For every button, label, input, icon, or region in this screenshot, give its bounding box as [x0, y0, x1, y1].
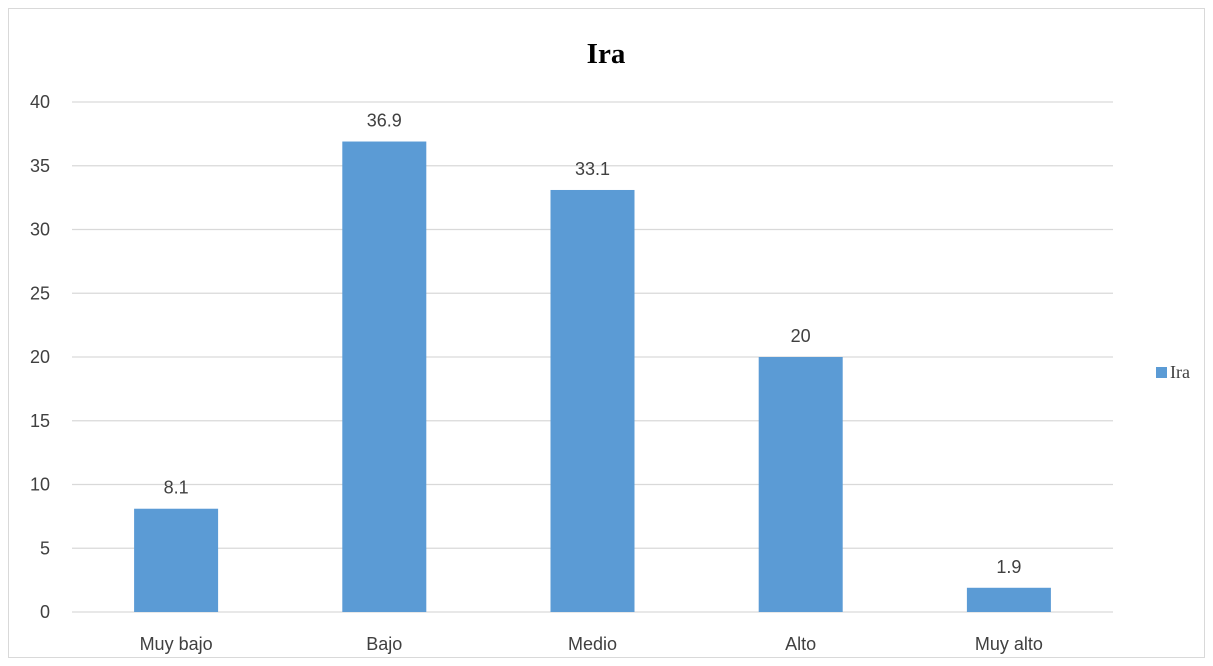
- data-label: 20: [791, 326, 811, 346]
- bars: [134, 141, 1051, 612]
- bar: [550, 189, 635, 612]
- bar: [966, 587, 1051, 612]
- bar: [134, 508, 219, 612]
- y-tick-label: 5: [40, 538, 50, 558]
- data-label: 8.1: [164, 478, 189, 498]
- y-tick-label: 15: [30, 411, 50, 431]
- x-tick-label: Muy bajo: [140, 634, 213, 654]
- y-tick-label: 40: [30, 92, 50, 112]
- bar: [758, 357, 843, 612]
- x-tick-label: Alto: [785, 634, 816, 654]
- y-axis-ticks: 0 5 10 15 20 25 30 35 40: [30, 92, 50, 622]
- y-tick-label: 20: [30, 347, 50, 367]
- legend-swatch: [1156, 367, 1167, 378]
- x-tick-label: Bajo: [366, 634, 402, 654]
- data-label: 33.1: [575, 159, 610, 179]
- data-label: 36.9: [367, 111, 402, 131]
- y-tick-label: 25: [30, 283, 50, 303]
- x-tick-label: Muy alto: [975, 634, 1043, 654]
- y-tick-label: 0: [40, 602, 50, 622]
- chart-title: Ira: [587, 38, 626, 70]
- y-tick-label: 30: [30, 220, 50, 240]
- data-label: 1.9: [996, 557, 1021, 577]
- x-tick-label: Medio: [568, 634, 617, 654]
- data-labels: 8.1 36.9 33.1 20 1.9: [164, 111, 1022, 577]
- legend-label: Ira: [1170, 362, 1190, 382]
- y-tick-label: 35: [30, 156, 50, 176]
- y-tick-label: 10: [30, 475, 50, 495]
- bar: [342, 141, 427, 612]
- legend: Ira: [1156, 362, 1190, 382]
- x-axis-ticks: Muy bajo Bajo Medio Alto Muy alto: [140, 634, 1043, 654]
